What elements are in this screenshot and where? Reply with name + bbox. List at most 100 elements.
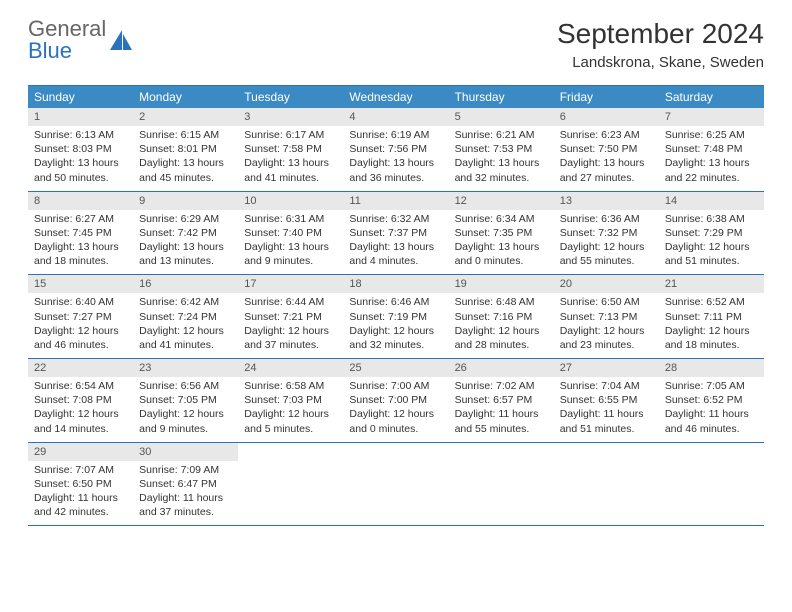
sunrise-text: Sunrise: 6:38 AM	[665, 212, 758, 226]
daylight-text: Daylight: 12 hours and 5 minutes.	[244, 407, 337, 435]
sunset-text: Sunset: 7:48 PM	[665, 142, 758, 156]
sunrise-text: Sunrise: 7:05 AM	[665, 379, 758, 393]
sunrise-text: Sunrise: 6:36 AM	[560, 212, 653, 226]
day-body: Sunrise: 6:48 AMSunset: 7:16 PMDaylight:…	[449, 295, 554, 352]
sail-icon	[108, 28, 134, 52]
day-cell: 27Sunrise: 7:04 AMSunset: 6:55 PMDayligh…	[554, 359, 659, 442]
daylight-text: Daylight: 12 hours and 14 minutes.	[34, 407, 127, 435]
day-number: 19	[449, 275, 554, 293]
day-number: 25	[343, 359, 448, 377]
sunrise-text: Sunrise: 7:09 AM	[139, 463, 232, 477]
empty-cell	[343, 443, 448, 526]
day-number: 10	[238, 192, 343, 210]
daylight-text: Daylight: 13 hours and 9 minutes.	[244, 240, 337, 268]
sunrise-text: Sunrise: 6:54 AM	[34, 379, 127, 393]
daylight-text: Daylight: 12 hours and 23 minutes.	[560, 324, 653, 352]
day-cell: 29Sunrise: 7:07 AMSunset: 6:50 PMDayligh…	[28, 443, 133, 526]
day-cell: 16 Sunrise: 6:42 AMSunset: 7:24 PMDayligh…	[133, 275, 238, 358]
day-body: Sunrise: 6:58 AMSunset: 7:03 PMDaylight:…	[238, 379, 343, 436]
sunset-text: Sunset: 7:24 PM	[139, 310, 232, 324]
day-cell: 12Sunrise: 6:34 AMSunset: 7:35 PMDayligh…	[449, 192, 554, 275]
day-cell: 23Sunrise: 6:56 AMSunset: 7:05 PMDayligh…	[133, 359, 238, 442]
day-cell: 7Sunrise: 6:25 AMSunset: 7:48 PMDaylight…	[659, 108, 764, 191]
day-body: Sunrise: 6:19 AMSunset: 7:56 PMDaylight:…	[343, 128, 448, 185]
day-body: Sunrise: 6:27 AMSunset: 7:45 PMDaylight:…	[28, 212, 133, 269]
daylight-text: Daylight: 13 hours and 13 minutes.	[139, 240, 232, 268]
days-of-week-row: SundayMondayTuesdayWednesdayThursdayFrid…	[28, 86, 764, 108]
sunrise-text: Sunrise: 6:19 AM	[349, 128, 442, 142]
sunset-text: Sunset: 7:05 PM	[139, 393, 232, 407]
day-cell: 4 Sunrise: 6:19 AMSunset: 7:56 PMDaylight…	[343, 108, 448, 191]
daylight-text: Daylight: 12 hours and 37 minutes.	[244, 324, 337, 352]
day-cell: 19 Sunrise: 6:48 AMSunset: 7:16 PMDayligh…	[449, 275, 554, 358]
day-number: 16	[133, 275, 238, 293]
day-cell: 24Sunrise: 6:58 AMSunset: 7:03 PMDayligh…	[238, 359, 343, 442]
day-number: 26	[449, 359, 554, 377]
daylight-text: Daylight: 12 hours and 51 minutes.	[665, 240, 758, 268]
day-cell: 25Sunrise: 7:00 AMSunset: 7:00 PMDayligh…	[343, 359, 448, 442]
sunset-text: Sunset: 7:08 PM	[34, 393, 127, 407]
daylight-text: Daylight: 13 hours and 4 minutes.	[349, 240, 442, 268]
sunset-text: Sunset: 7:50 PM	[560, 142, 653, 156]
day-number: 15	[28, 275, 133, 293]
day-number: 2	[133, 108, 238, 126]
sunset-text: Sunset: 7:42 PM	[139, 226, 232, 240]
sunset-text: Sunset: 6:52 PM	[665, 393, 758, 407]
day-body: Sunrise: 6:42 AMSunset: 7:24 PMDaylight:…	[133, 295, 238, 352]
sunrise-text: Sunrise: 6:52 AM	[665, 295, 758, 309]
day-body: Sunrise: 6:29 AMSunset: 7:42 PMDaylight:…	[133, 212, 238, 269]
day-body: Sunrise: 6:15 AMSunset: 8:01 PMDaylight:…	[133, 128, 238, 185]
day-number: 29	[28, 443, 133, 461]
day-number: 12	[449, 192, 554, 210]
day-number: 13	[554, 192, 659, 210]
daylight-text: Daylight: 12 hours and 28 minutes.	[455, 324, 548, 352]
day-body: Sunrise: 7:02 AMSunset: 6:57 PMDaylight:…	[449, 379, 554, 436]
sunset-text: Sunset: 7:03 PM	[244, 393, 337, 407]
day-number: 23	[133, 359, 238, 377]
dow-cell: Friday	[554, 86, 659, 108]
sunset-text: Sunset: 7:00 PM	[349, 393, 442, 407]
sunrise-text: Sunrise: 7:07 AM	[34, 463, 127, 477]
day-number: 22	[28, 359, 133, 377]
day-number: 4	[343, 108, 448, 126]
daylight-text: Daylight: 13 hours and 50 minutes.	[34, 156, 127, 184]
day-number: 9	[133, 192, 238, 210]
day-cell: 8 Sunrise: 6:27 AMSunset: 7:45 PMDaylight…	[28, 192, 133, 275]
sunrise-text: Sunrise: 6:27 AM	[34, 212, 127, 226]
day-number: 8	[28, 192, 133, 210]
dow-cell: Saturday	[659, 86, 764, 108]
sunset-text: Sunset: 7:35 PM	[455, 226, 548, 240]
day-body: Sunrise: 6:17 AMSunset: 7:58 PMDaylight:…	[238, 128, 343, 185]
day-body: Sunrise: 6:44 AMSunset: 7:21 PMDaylight:…	[238, 295, 343, 352]
daylight-text: Daylight: 12 hours and 41 minutes.	[139, 324, 232, 352]
day-number: 18	[343, 275, 448, 293]
brand-logo: General Blue	[28, 18, 134, 62]
daylight-text: Daylight: 11 hours and 55 minutes.	[455, 407, 548, 435]
day-body: Sunrise: 7:04 AMSunset: 6:55 PMDaylight:…	[554, 379, 659, 436]
daylight-text: Daylight: 13 hours and 0 minutes.	[455, 240, 548, 268]
daylight-text: Daylight: 11 hours and 37 minutes.	[139, 491, 232, 519]
day-body: Sunrise: 6:36 AMSunset: 7:32 PMDaylight:…	[554, 212, 659, 269]
title-block: September 2024 Landskrona, Skane, Sweden	[557, 18, 764, 71]
sunset-text: Sunset: 6:57 PM	[455, 393, 548, 407]
location-text: Landskrona, Skane, Sweden	[557, 54, 764, 71]
day-cell: 18 Sunrise: 6:46 AMSunset: 7:19 PMDayligh…	[343, 275, 448, 358]
day-cell: 1Sunrise: 6:13 AMSunset: 8:03 PMDaylight…	[28, 108, 133, 191]
day-body: Sunrise: 6:23 AMSunset: 7:50 PMDaylight:…	[554, 128, 659, 185]
day-number: 3	[238, 108, 343, 126]
daylight-text: Daylight: 13 hours and 18 minutes.	[34, 240, 127, 268]
day-cell: 17Sunrise: 6:44 AMSunset: 7:21 PMDayligh…	[238, 275, 343, 358]
daylight-text: Daylight: 12 hours and 46 minutes.	[34, 324, 127, 352]
day-cell: 14Sunrise: 6:38 AMSunset: 7:29 PMDayligh…	[659, 192, 764, 275]
empty-cell	[449, 443, 554, 526]
week-row: 29 Sunrise: 7:07 AMSunset: 6:50 PM Dayligh…	[28, 443, 764, 527]
sunrise-text: Sunrise: 6:21 AM	[455, 128, 548, 142]
sunset-text: Sunset: 6:50 PM	[34, 477, 127, 491]
day-cell: 3 Sunrise: 6:17 AMSunset: 7:58 PMDaylight…	[238, 108, 343, 191]
day-body: Sunrise: 6:31 AMSunset: 7:40 PMDaylight:…	[238, 212, 343, 269]
empty-cell	[554, 443, 659, 526]
sunrise-text: Sunrise: 6:40 AM	[34, 295, 127, 309]
sunrise-text: Sunrise: 6:56 AM	[139, 379, 232, 393]
day-number: 14	[659, 192, 764, 210]
day-body: Sunrise: 6:46 AMSunset: 7:19 PMDaylight:…	[343, 295, 448, 352]
